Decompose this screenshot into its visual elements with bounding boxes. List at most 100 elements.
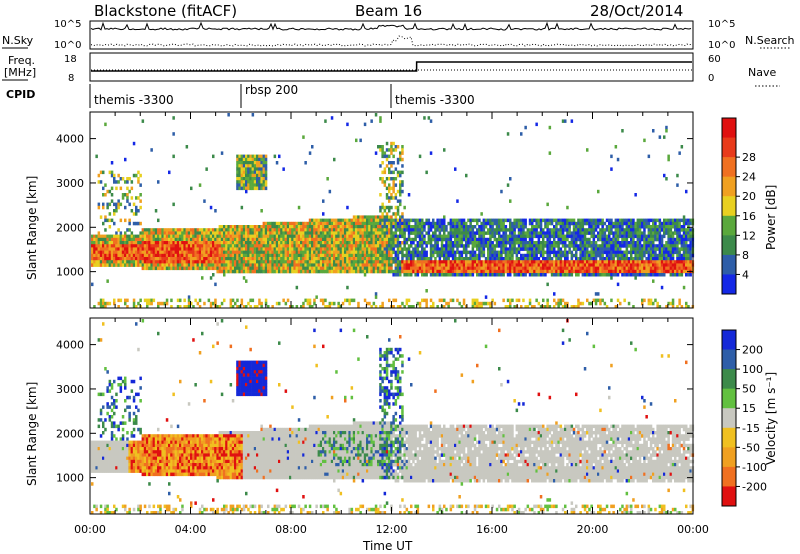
heatmap-cell <box>566 218 569 223</box>
heatmap-cell <box>478 273 481 277</box>
heatmap-cell <box>236 260 239 264</box>
heatmap-cell <box>594 301 598 306</box>
heatmap-cell <box>361 218 365 223</box>
heatmap-cell <box>663 225 666 229</box>
heatmap-cell <box>502 298 505 303</box>
heatmap-cell <box>154 257 158 261</box>
heatmap-cell <box>278 260 281 264</box>
heatmap-cell <box>440 269 444 274</box>
heatmap-cell <box>117 253 120 258</box>
heatmap-cell <box>487 237 490 242</box>
heatmap-cell <box>126 250 129 255</box>
heatmap-cell <box>460 253 464 258</box>
heatmap-cell <box>678 225 681 229</box>
heatmap-cell <box>368 241 371 245</box>
heatmap-cell <box>579 218 582 223</box>
heatmap-cell <box>517 257 521 261</box>
heatmap-cell <box>381 212 384 216</box>
heatmap-cell <box>333 250 336 255</box>
heatmap-cell <box>612 244 615 248</box>
heatmap-cell <box>572 241 576 245</box>
heatmap-cell <box>608 234 611 239</box>
heatmap-cell <box>141 266 145 271</box>
heatmap-cell <box>357 241 360 245</box>
heatmap-cell <box>412 231 415 235</box>
heatmap-cell <box>548 247 552 251</box>
heatmap-cell <box>583 228 587 232</box>
heatmap-cell <box>256 237 259 242</box>
heatmap-cell <box>198 241 202 245</box>
heatmap-cell <box>102 257 105 261</box>
heatmap-cell <box>163 250 167 255</box>
heatmap-cell <box>271 257 274 261</box>
heatmap-cell <box>146 241 149 245</box>
heatmap-cell <box>539 221 543 226</box>
heatmap-cell <box>634 231 637 235</box>
heatmap-cell <box>163 253 167 258</box>
heatmap-cell <box>381 170 384 175</box>
heatmap-cell <box>322 253 325 258</box>
heatmap-cell <box>407 250 411 255</box>
heatmap-cell <box>638 260 642 264</box>
heatmap-cell <box>399 250 402 255</box>
heatmap-cell <box>128 228 131 232</box>
heatmap-cell <box>172 260 175 264</box>
heatmap-cell <box>236 154 239 159</box>
heatmap-cell <box>548 151 552 155</box>
heatmap-cell <box>91 234 94 239</box>
heatmap-cell <box>95 260 98 264</box>
heatmap-cell <box>190 301 193 306</box>
heatmap-cell <box>192 250 195 255</box>
heatmap-cell <box>495 237 499 242</box>
heatmap-cell <box>590 260 593 264</box>
heatmap-cell <box>267 237 270 242</box>
heatmap-cell <box>478 247 481 251</box>
heatmap-cell <box>302 234 305 239</box>
heatmap-cell <box>251 170 255 175</box>
heatmap-cell <box>487 266 490 271</box>
heatmap-cell <box>610 241 613 245</box>
heatmap-cell <box>264 253 268 258</box>
heatmap-cell <box>242 180 246 184</box>
heatmap-cell <box>473 263 477 267</box>
heatmap-cell <box>218 244 222 248</box>
heatmap-cell <box>623 234 626 239</box>
heatmap-cell <box>249 234 252 239</box>
heatmap-cell <box>674 269 677 274</box>
heatmap-cell <box>649 273 653 277</box>
heatmap-cell <box>447 266 450 271</box>
heatmap-cell <box>592 257 596 261</box>
heatmap-cell <box>260 231 263 235</box>
heatmap-cell <box>407 228 411 232</box>
heatmap-cell <box>429 253 433 258</box>
heatmap-cell <box>592 237 596 242</box>
heatmap-cell <box>647 225 651 229</box>
heatmap-cell <box>280 241 283 245</box>
heatmap-cell <box>667 228 670 232</box>
heatmap-cell <box>665 231 668 235</box>
heatmap-cell <box>656 305 659 309</box>
heatmap-cell <box>542 269 545 274</box>
heatmap-cell <box>654 253 657 258</box>
heatmap-cell <box>623 273 626 277</box>
heatmap-cell <box>392 196 395 200</box>
heatmap-cell <box>561 305 565 309</box>
heatmap-cell <box>414 273 417 277</box>
heatmap-cell <box>447 273 450 277</box>
heatmap-cell <box>414 221 417 226</box>
heatmap-cell <box>504 241 508 245</box>
heatmap-cell <box>548 257 552 261</box>
heatmap-cell <box>623 228 626 232</box>
heatmap-cell <box>394 234 398 239</box>
heatmap-cell <box>465 228 468 232</box>
heatmap-cell <box>482 263 486 267</box>
heatmap-cell <box>377 228 380 232</box>
heatmap-cell <box>390 241 393 245</box>
heatmap-cell <box>482 241 486 245</box>
heatmap-cell <box>121 253 125 258</box>
heatmap-cell <box>623 269 626 274</box>
heatmap-cell <box>396 205 400 210</box>
heatmap-cell <box>344 260 347 264</box>
heatmap-cell <box>330 218 334 223</box>
heatmap-cell <box>407 273 411 277</box>
